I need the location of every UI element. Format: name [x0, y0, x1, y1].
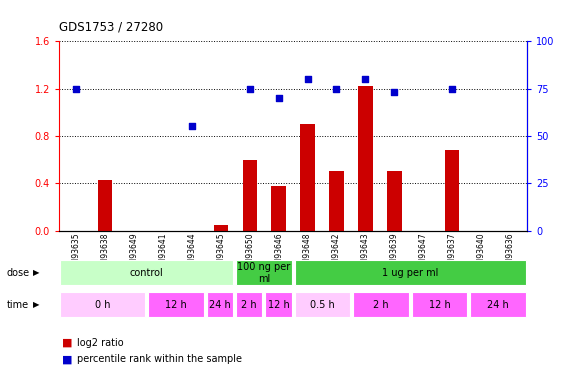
Point [72, 86, 81, 92]
Bar [272, 186, 286, 231]
Bar [412, 292, 467, 317]
Text: 2 h: 2 h [373, 300, 389, 310]
Text: 100 ng per
ml: 100 ng per ml [237, 262, 291, 284]
Text: 24 h: 24 h [487, 300, 509, 310]
Text: percentile rank within the sample: percentile rank within the sample [77, 354, 242, 364]
Bar [207, 292, 233, 317]
Bar [300, 124, 315, 231]
Bar [387, 171, 402, 231]
Bar [295, 292, 350, 317]
Bar [61, 260, 233, 285]
Text: ■: ■ [62, 338, 72, 348]
Text: 0 h: 0 h [95, 300, 111, 310]
Text: 12 h: 12 h [268, 300, 289, 310]
Text: 2 h: 2 h [241, 300, 257, 310]
Text: 24 h: 24 h [209, 300, 231, 310]
Bar [236, 260, 292, 285]
Bar [214, 225, 228, 231]
Point [274, 95, 283, 101]
Text: ▶: ▶ [33, 300, 39, 309]
Text: 0.5 h: 0.5 h [310, 300, 335, 310]
Text: dose: dose [7, 268, 30, 278]
Bar [353, 292, 409, 317]
Bar [445, 150, 459, 231]
Text: 1 ug per ml: 1 ug per ml [382, 268, 438, 278]
Text: GDS1753 / 27280: GDS1753 / 27280 [59, 21, 163, 34]
Text: log2 ratio: log2 ratio [77, 338, 124, 348]
Text: 12 h: 12 h [165, 300, 187, 310]
Point [448, 86, 457, 92]
Point [390, 89, 399, 95]
Point [332, 86, 341, 92]
Text: time: time [7, 300, 29, 310]
Bar [61, 292, 145, 317]
Point [187, 123, 196, 129]
Text: ▶: ▶ [33, 268, 39, 278]
Text: ■: ■ [62, 354, 72, 364]
Point [361, 76, 370, 82]
Bar [295, 260, 526, 285]
Bar [358, 86, 373, 231]
Bar [329, 171, 344, 231]
Point [303, 76, 312, 82]
Bar [148, 292, 204, 317]
Text: control: control [130, 268, 164, 278]
Bar [470, 292, 526, 317]
Bar [242, 160, 257, 231]
Text: 12 h: 12 h [429, 300, 450, 310]
Bar [98, 180, 112, 231]
Bar [236, 292, 263, 317]
Bar [265, 292, 292, 317]
Point [245, 86, 254, 92]
